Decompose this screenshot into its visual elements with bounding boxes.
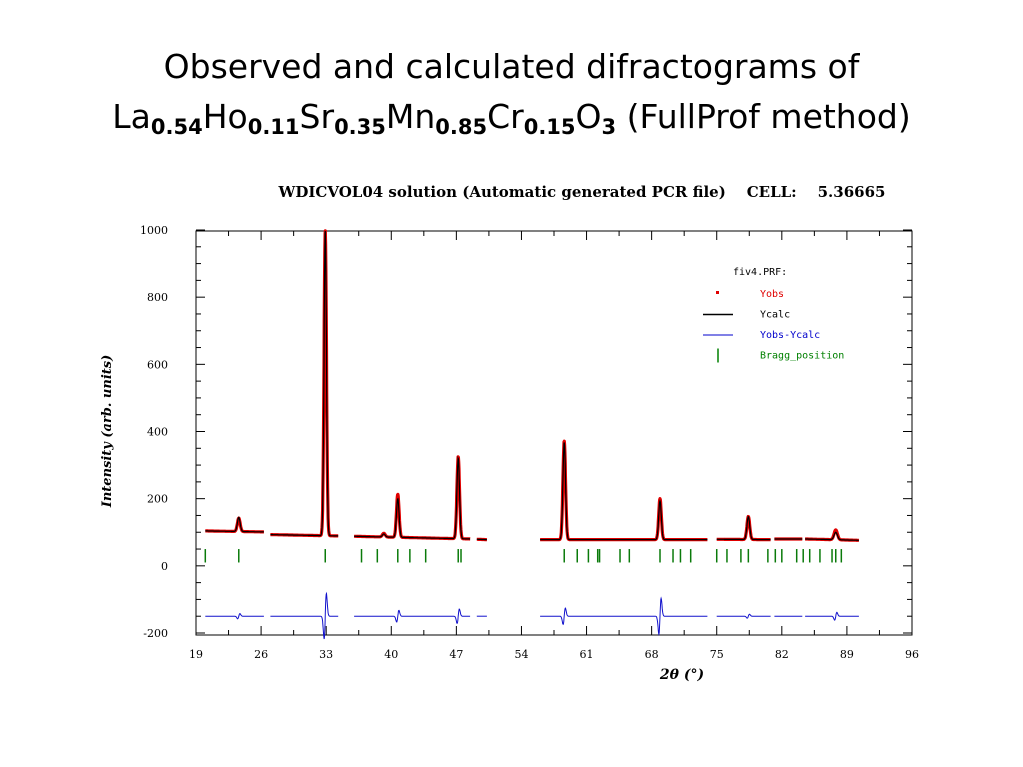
y-tick-label: -200 bbox=[143, 627, 168, 640]
y-tick-label: 800 bbox=[147, 291, 168, 304]
legend-label: Bragg_position bbox=[760, 351, 844, 362]
x-tick-label: 89 bbox=[840, 648, 854, 661]
slide-title: Observed and calculated difractograms of… bbox=[0, 42, 1023, 142]
x-tick-label: 82 bbox=[775, 648, 789, 661]
axis-ticks bbox=[195, 229, 913, 635]
y-tick-label: 1000 bbox=[140, 224, 168, 237]
x-tick-label: 96 bbox=[905, 648, 919, 661]
formula-element: O bbox=[575, 97, 602, 136]
formula-subscript: 3 bbox=[601, 115, 617, 139]
y-tick-label: 600 bbox=[147, 358, 168, 371]
ycalc-series bbox=[205, 516, 264, 533]
y-tick-labels: -200 0 200 400 600 800 1000 bbox=[140, 224, 168, 640]
formula-element: La bbox=[112, 97, 151, 136]
x-tick-label: 33 bbox=[319, 648, 333, 661]
y-axis-label: Intensity (arb. units) bbox=[100, 355, 115, 508]
y-tick-label: 200 bbox=[147, 493, 168, 506]
difference-series bbox=[540, 596, 708, 636]
yobs-series bbox=[715, 514, 772, 542]
x-tick-label: 40 bbox=[384, 648, 398, 661]
ycalc-series bbox=[354, 456, 471, 540]
ycalc-series bbox=[805, 531, 859, 541]
x-tick-label: 68 bbox=[645, 648, 659, 661]
difference-series bbox=[354, 608, 471, 624]
ycalc-series bbox=[540, 442, 708, 541]
legend-label: Yobs bbox=[760, 289, 784, 300]
x-tick-label: 19 bbox=[189, 648, 203, 661]
bragg-markers bbox=[204, 549, 843, 563]
formula-element: Mn bbox=[385, 97, 436, 136]
x-tick-label: 54 bbox=[514, 648, 528, 661]
difference-series bbox=[270, 591, 339, 640]
formula-subscript: 0.85 bbox=[435, 115, 488, 139]
slide-title-method: (FullProf method) bbox=[626, 97, 911, 136]
ycalc-series bbox=[716, 515, 771, 541]
x-tick-labels: 19 26 33 40 47 54 61 68 75 82 89 96 bbox=[189, 648, 919, 661]
x-tick-label: 61 bbox=[580, 648, 594, 661]
formula-element: Ho bbox=[202, 97, 248, 136]
legend: fiv4.PRF: Yobs Ycalc Yobs-Ycalc Bragg_posit… bbox=[703, 267, 844, 363]
x-tick-label: 26 bbox=[254, 648, 268, 661]
slide-title-line2: La0.54Ho0.11Sr0.35Mn0.85Cr0.15O3 (FullPr… bbox=[0, 92, 1023, 142]
formula-element: Sr bbox=[299, 97, 335, 136]
yobs-series bbox=[204, 516, 266, 534]
formula-subscript: 0.11 bbox=[247, 115, 300, 139]
difference-series bbox=[205, 613, 264, 620]
pattern-curves bbox=[204, 229, 861, 640]
difference-series bbox=[716, 613, 771, 619]
legend-title: fiv4.PRF: bbox=[733, 267, 787, 278]
yobs-series bbox=[352, 455, 472, 541]
x-tick-label: 47 bbox=[449, 648, 463, 661]
x-tick-label: 75 bbox=[710, 648, 724, 661]
x-axis-label: 2θ (°) bbox=[659, 667, 704, 683]
formula-element: Cr bbox=[487, 97, 524, 136]
formula-subscript: 0.35 bbox=[334, 115, 386, 139]
chemical-formula: La0.54Ho0.11Sr0.35Mn0.85Cr0.15O3 bbox=[112, 97, 617, 139]
legend-label: Yobs-Ycalc bbox=[760, 330, 820, 341]
y-tick-label: 0 bbox=[161, 560, 168, 573]
slide-title-line1: Observed and calculated difractograms of bbox=[163, 47, 860, 86]
formula-subscript: 0.54 bbox=[150, 115, 203, 139]
plot-frame bbox=[195, 230, 913, 636]
chart-title: WDICVOL04 solution (Automatic generated … bbox=[278, 183, 886, 201]
ycalc-series bbox=[270, 230, 339, 537]
difference-series bbox=[805, 611, 859, 621]
legend-swatch-yobs bbox=[716, 291, 719, 294]
formula-subscript: 0.15 bbox=[523, 115, 576, 139]
legend-label: Ycalc bbox=[760, 310, 790, 321]
y-tick-label: 400 bbox=[147, 426, 168, 439]
